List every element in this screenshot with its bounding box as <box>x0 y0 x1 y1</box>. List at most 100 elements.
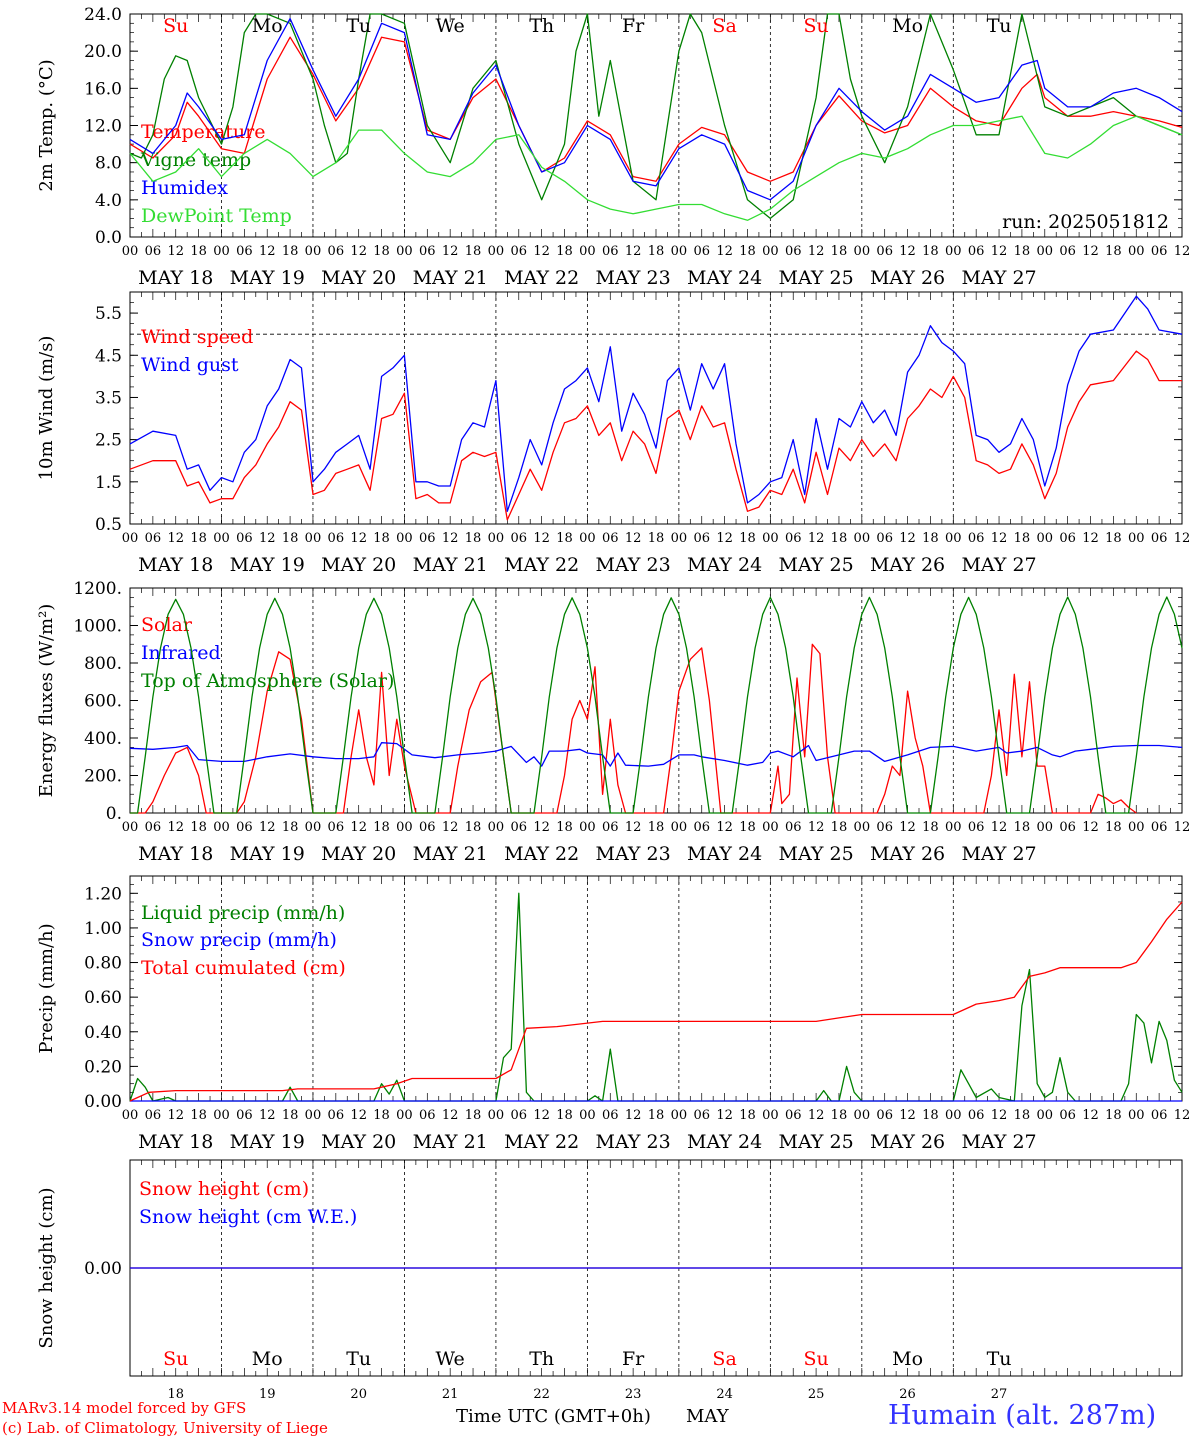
hour-tick-label: 06 <box>693 244 710 259</box>
hour-tick-label: 18 <box>190 531 207 546</box>
hour-tick-label: 00 <box>854 531 871 546</box>
series-line-infrared <box>129 742 1183 767</box>
date-label: MAY 21 <box>413 267 488 289</box>
date-label: MAY 25 <box>779 554 854 576</box>
hour-tick-label: 06 <box>785 820 802 835</box>
hour-tick-label: 12 <box>625 531 642 546</box>
hour-tick-label: 06 <box>693 1108 710 1123</box>
hour-tick-label: 12 <box>808 820 825 835</box>
series-line-dewpoint-temp <box>129 115 1183 221</box>
station-name: Humain (alt. 287m) <box>888 1400 1157 1431</box>
panel-frame <box>129 13 1183 238</box>
hour-tick-label: 18 <box>190 244 207 259</box>
hour-tick-label: 12 <box>716 244 733 259</box>
hour-tick-label: 00 <box>945 1108 962 1123</box>
date-label: MAY 27 <box>961 1131 1036 1153</box>
hour-tick-label: 06 <box>968 1108 985 1123</box>
weekday-label: Th <box>529 1348 554 1370</box>
date-label: MAY 18 <box>138 554 213 576</box>
legend-entry: DewPoint Temp <box>141 205 292 227</box>
date-label: MAY 20 <box>321 267 396 289</box>
weekday-label: Su <box>803 1348 828 1370</box>
hour-tick-label: 18 <box>1014 244 1031 259</box>
legend-entry: Snow precip (mm/h) <box>141 929 337 951</box>
hour-tick-label: 18 <box>831 244 848 259</box>
hour-tick-label: 06 <box>145 1108 162 1123</box>
date-label: MAY 27 <box>961 267 1036 289</box>
hour-tick-label: 18 <box>282 820 299 835</box>
weekday-label: Fr <box>622 1348 645 1370</box>
hour-tick-label: 18 <box>465 1108 482 1123</box>
date-label: MAY 22 <box>504 1131 579 1153</box>
hour-tick-label: 06 <box>693 820 710 835</box>
hour-tick-label: 18 <box>739 1108 756 1123</box>
hour-tick-label: 06 <box>602 531 619 546</box>
date-label: MAY 22 <box>504 843 579 865</box>
y-axis-title: Snow height (cm) <box>36 1187 57 1348</box>
hour-tick-label: 18 <box>556 820 573 835</box>
series-line-wind-speed <box>129 350 1182 521</box>
hour-tick-label: 12 <box>259 1108 276 1123</box>
hour-tick-label: 12 <box>808 1108 825 1123</box>
date-label: MAY 18 <box>138 1131 213 1153</box>
date-label: MAY 19 <box>230 267 305 289</box>
y-tick-label: 1.20 <box>84 884 122 904</box>
date-label: MAY 20 <box>321 843 396 865</box>
hour-tick-label: 06 <box>328 531 345 546</box>
legend-entry: Top of Atmosphere (Solar) <box>141 670 394 692</box>
legend-entry: Snow height (cm W.E.) <box>139 1206 357 1228</box>
date-label: MAY 27 <box>961 843 1036 865</box>
hour-tick-label: 18 <box>465 244 482 259</box>
y-tick-label: 12.0 <box>84 117 122 137</box>
hour-tick-label: 00 <box>579 531 596 546</box>
panel-frame <box>129 587 1183 814</box>
y-tick-label: 20.0 <box>84 42 122 62</box>
hour-tick-label: 18 <box>831 531 848 546</box>
hour-tick-label: 06 <box>876 1108 893 1123</box>
hour-tick-label: 18 <box>373 820 390 835</box>
series-line-vigne-temp <box>129 13 1183 220</box>
hour-tick-label: 12 <box>716 531 733 546</box>
hour-tick-label: 18 <box>556 531 573 546</box>
hour-tick-label: 12 <box>625 244 642 259</box>
hour-tick-label: 12 <box>533 820 550 835</box>
hour-tick-label: 12 <box>899 820 916 835</box>
hour-tick-label: 06 <box>968 820 985 835</box>
legend-entry: Vigne temp <box>140 149 251 171</box>
hour-tick-label: 06 <box>785 531 802 546</box>
weekday-label: Mo <box>252 15 283 37</box>
hour-tick-label: 18 <box>739 531 756 546</box>
credit-lab: (c) Lab. of Climatology, University of L… <box>2 1419 328 1437</box>
hour-tick-label: 18 <box>922 244 939 259</box>
date-label: MAY 18 <box>138 843 213 865</box>
hour-tick-label: 12 <box>1174 531 1191 546</box>
weekday-label: Mo <box>892 15 923 37</box>
hour-tick-label: 12 <box>1174 1108 1191 1123</box>
hour-tick-label: 06 <box>145 820 162 835</box>
hour-tick-label: 12 <box>899 1108 916 1123</box>
hour-tick-label: 06 <box>1059 1108 1076 1123</box>
hour-tick-label: 06 <box>511 531 528 546</box>
weekday-label: Th <box>529 15 554 37</box>
hour-tick-label: 12 <box>259 244 276 259</box>
hour-tick-label: 12 <box>167 820 184 835</box>
hour-tick-label: 00 <box>1037 531 1054 546</box>
hour-tick-label: 00 <box>945 244 962 259</box>
hour-tick-label: 18 <box>190 820 207 835</box>
hour-tick-label: 06 <box>602 1108 619 1123</box>
date-label: MAY 26 <box>870 843 945 865</box>
hour-tick-label: 12 <box>350 531 367 546</box>
hour-tick-label: 00 <box>305 820 322 835</box>
hour-tick-label: 00 <box>122 820 139 835</box>
weekday-label: Mo <box>252 1348 283 1370</box>
date-label: MAY 21 <box>413 1131 488 1153</box>
y-tick-label: 0. <box>106 804 122 824</box>
y-axis-title: 2m Temp. (°C) <box>36 59 57 191</box>
hour-tick-label: 00 <box>396 244 413 259</box>
hour-tick-label: 18 <box>1014 820 1031 835</box>
date-label: MAY 26 <box>870 554 945 576</box>
hour-tick-label: 06 <box>785 244 802 259</box>
hour-tick-label: 00 <box>945 820 962 835</box>
date-label: MAY 26 <box>870 1131 945 1153</box>
hour-tick-label: 00 <box>396 1108 413 1123</box>
